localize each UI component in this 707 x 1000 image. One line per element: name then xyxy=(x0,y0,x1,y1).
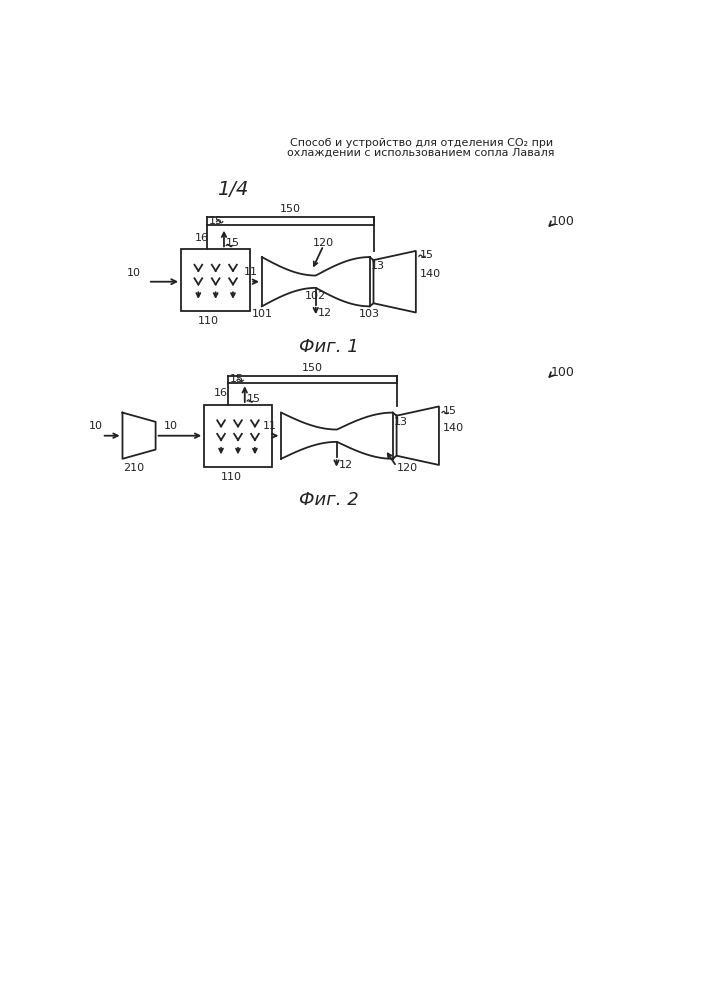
Text: 110: 110 xyxy=(197,316,218,326)
Text: 11: 11 xyxy=(244,267,258,277)
Bar xyxy=(204,405,272,466)
Text: 10: 10 xyxy=(89,421,103,431)
Text: 103: 103 xyxy=(359,309,380,319)
Text: 10: 10 xyxy=(164,421,178,431)
Text: 102: 102 xyxy=(305,291,327,301)
Text: охлаждении с использованием сопла Лаваля: охлаждении с использованием сопла Лаваля xyxy=(288,148,555,158)
Text: 150: 150 xyxy=(301,363,322,373)
Text: 12: 12 xyxy=(318,308,332,318)
Text: 120: 120 xyxy=(313,238,334,248)
Text: Способ и устройство для отделения CO₂ при: Способ и устройство для отделения CO₂ пр… xyxy=(290,138,553,148)
Text: 15: 15 xyxy=(226,238,240,248)
Text: 12: 12 xyxy=(339,460,353,470)
Text: Фиг. 1: Фиг. 1 xyxy=(299,338,358,356)
Text: 150: 150 xyxy=(280,204,301,214)
Text: 110: 110 xyxy=(221,472,242,482)
Text: 15: 15 xyxy=(209,216,223,226)
Text: 140: 140 xyxy=(420,269,441,279)
Text: 100: 100 xyxy=(551,366,575,379)
Text: 15: 15 xyxy=(443,406,457,416)
Text: 10: 10 xyxy=(127,268,141,278)
Text: 101: 101 xyxy=(252,309,272,319)
Text: 210: 210 xyxy=(124,463,145,473)
Text: 16: 16 xyxy=(214,388,228,398)
Text: 11: 11 xyxy=(263,421,277,431)
Bar xyxy=(181,249,250,311)
Text: 15: 15 xyxy=(420,250,433,260)
Text: 120: 120 xyxy=(397,463,418,473)
Text: 100: 100 xyxy=(551,215,575,228)
Text: 15: 15 xyxy=(229,374,243,384)
Text: 13: 13 xyxy=(395,417,409,427)
Text: 13: 13 xyxy=(371,261,385,271)
Text: Фиг. 2: Фиг. 2 xyxy=(299,491,358,509)
Text: 1/4: 1/4 xyxy=(217,180,248,199)
Text: 140: 140 xyxy=(443,423,464,433)
Text: 15: 15 xyxy=(247,394,261,404)
Text: 16: 16 xyxy=(194,233,209,243)
